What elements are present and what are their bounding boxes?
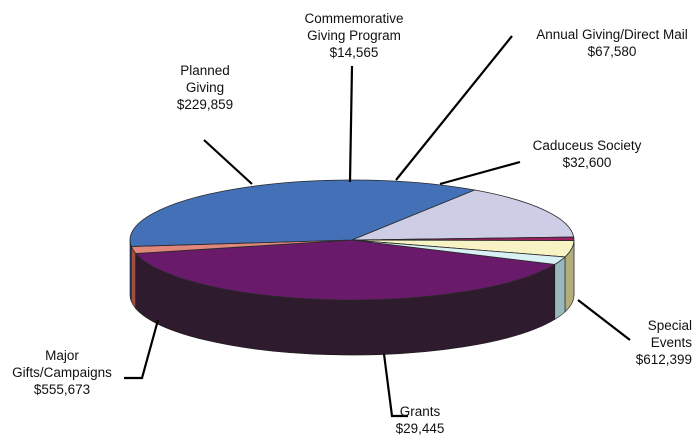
slice-label-commemorative: Commemorative Giving Program $14,565 xyxy=(304,10,403,61)
slice-label-annual-giving: Annual Giving/Direct Mail $67,580 xyxy=(536,26,688,60)
leader-line-1 xyxy=(396,36,512,180)
leader-line-0 xyxy=(350,66,352,182)
slice-label-special-events: Special Events $612,399 xyxy=(636,317,692,368)
slice-label-planned-giving: Planned Giving $229,859 xyxy=(177,62,233,113)
slice-side-6 xyxy=(555,257,565,319)
leader-line-3 xyxy=(204,140,252,184)
slice-label-major-gifts: Major Gifts/Campaigns $555,673 xyxy=(12,347,112,398)
leader-line-4 xyxy=(578,300,630,340)
slice-label-grants: Grants $29,445 xyxy=(396,403,445,437)
slice-side-1 xyxy=(131,246,135,308)
slice-label-caduceus: Caduceus Society $32,600 xyxy=(533,137,642,171)
leader-line-2 xyxy=(440,162,520,184)
leader-line-6 xyxy=(124,320,158,378)
